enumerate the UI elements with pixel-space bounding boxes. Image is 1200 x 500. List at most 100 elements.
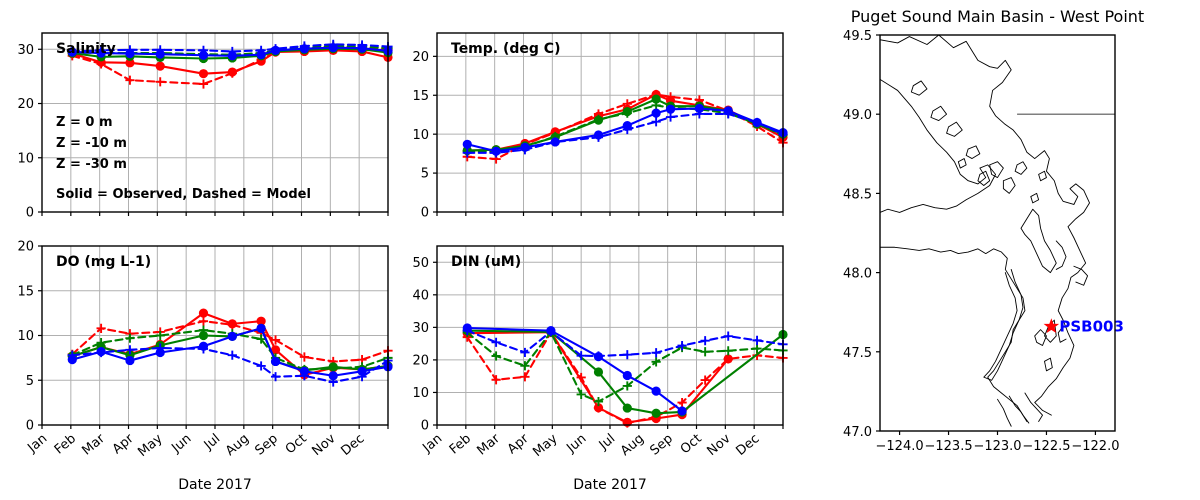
data-point-marker xyxy=(491,375,501,385)
map-y-tick-label: 49.5 xyxy=(843,29,872,44)
data-point-marker xyxy=(198,69,209,79)
coastline xyxy=(946,121,963,137)
y-tick-label: 10 xyxy=(17,329,34,344)
y-tick-label: 20 xyxy=(17,240,34,255)
data-point-marker xyxy=(299,41,309,51)
data-point-marker xyxy=(270,345,281,355)
data-point-marker xyxy=(520,372,530,382)
y-tick-label: 10 xyxy=(412,386,429,401)
series-line xyxy=(71,329,390,371)
data-point-marker xyxy=(622,108,632,118)
data-point-marker xyxy=(256,45,266,55)
data-point-marker xyxy=(198,45,209,55)
data-point-marker xyxy=(622,403,632,413)
data-point-marker xyxy=(227,320,237,330)
data-point-marker xyxy=(270,44,281,54)
x-tick-label: Dec xyxy=(733,431,762,459)
coastline xyxy=(965,145,981,159)
data-point-marker xyxy=(67,46,77,57)
map-title: Puget Sound Main Basin - West Point xyxy=(851,7,1144,26)
y-tick-label: 5 xyxy=(421,167,429,182)
gridlines xyxy=(437,246,783,425)
series-line xyxy=(466,326,684,413)
data-point-marker xyxy=(700,375,710,385)
data-point-marker xyxy=(270,372,281,382)
x-tick-label: Sep xyxy=(647,431,675,458)
coastline xyxy=(1034,329,1047,346)
data-point-marker xyxy=(357,366,367,376)
map-y-tick-label: 48.5 xyxy=(843,187,872,202)
coastline xyxy=(1055,240,1067,270)
data-point-marker xyxy=(651,408,661,418)
y-tick-label: 10 xyxy=(17,151,34,166)
data-point-marker xyxy=(665,104,676,114)
data-point-marker xyxy=(357,372,367,382)
data-point-marker xyxy=(694,109,704,119)
y-tick-label: 40 xyxy=(412,288,429,303)
series-line xyxy=(71,47,390,60)
legend-entry-z10: Z = -10 m xyxy=(56,136,127,151)
y-axis: 0 5 10 15 20 xyxy=(412,50,437,221)
data-point-marker xyxy=(198,330,209,341)
data-point-marker xyxy=(462,139,472,149)
data-point-marker xyxy=(96,323,106,333)
data-point-marker xyxy=(125,345,135,355)
x-tick-label: Jun xyxy=(563,431,589,456)
map-x-tick-label: −123.0 xyxy=(973,439,1021,454)
data-point-marker xyxy=(550,137,560,147)
data-point-marker xyxy=(270,335,281,345)
x-tick-label: Apr xyxy=(505,431,532,457)
coastline xyxy=(1008,395,1028,422)
x-tick-label: May xyxy=(530,431,560,460)
x-axis-title: Date 2017 xyxy=(178,477,252,493)
data-point-marker xyxy=(723,109,733,119)
map-panel: Puget Sound Main Basin - West Point PSB00… xyxy=(843,7,1144,454)
coastline xyxy=(957,158,967,169)
data-point-marker xyxy=(227,68,237,78)
coastline xyxy=(1020,208,1057,274)
data-point-marker xyxy=(622,381,632,391)
data-point-marker xyxy=(651,108,661,118)
y-tick-label: 10 xyxy=(412,128,429,143)
data-point-marker xyxy=(198,316,209,326)
x-tick-label: Dec xyxy=(338,431,367,459)
data-point-marker xyxy=(622,350,632,360)
x-tick-label: Aug xyxy=(223,431,252,459)
data-point-marker xyxy=(256,316,266,326)
y-tick-label: 0 xyxy=(421,419,429,434)
series-line xyxy=(466,112,785,154)
x-tick-label: Mar xyxy=(79,431,108,459)
data-point-marker xyxy=(198,79,209,89)
data-point-marker xyxy=(491,351,501,361)
y-axis: 0 5 10 15 20 xyxy=(17,240,42,434)
y-tick-label: 20 xyxy=(412,354,429,369)
data-point-marker xyxy=(694,103,704,114)
data-point-marker xyxy=(155,61,165,71)
x-tick-label: Jan xyxy=(419,431,445,456)
coastline xyxy=(910,80,928,96)
y-tick-label: 0 xyxy=(26,419,34,434)
x-tick-label: Nov xyxy=(309,431,338,459)
data-point-marker xyxy=(155,330,165,341)
map-x-axis: −124.0 −123.5 −123.0 −122.5 −122.0 xyxy=(876,431,1119,454)
series-group xyxy=(67,39,393,89)
coastline xyxy=(989,161,1004,179)
data-point-marker xyxy=(665,112,676,122)
x-tick-label: May xyxy=(135,431,165,460)
data-point-marker xyxy=(198,308,209,318)
data-point-marker xyxy=(96,338,106,348)
data-point-marker xyxy=(677,406,687,416)
data-point-marker xyxy=(593,367,604,377)
coastline xyxy=(983,268,1024,381)
data-point-marker xyxy=(125,58,135,68)
data-point-marker xyxy=(651,386,661,396)
data-point-marker xyxy=(752,343,762,354)
station-marker-star[interactable] xyxy=(1043,318,1060,334)
data-point-marker xyxy=(593,114,604,124)
y-tick-label: 15 xyxy=(412,89,429,104)
data-point-marker xyxy=(491,148,501,158)
x-tick-label: Nov xyxy=(704,431,733,459)
